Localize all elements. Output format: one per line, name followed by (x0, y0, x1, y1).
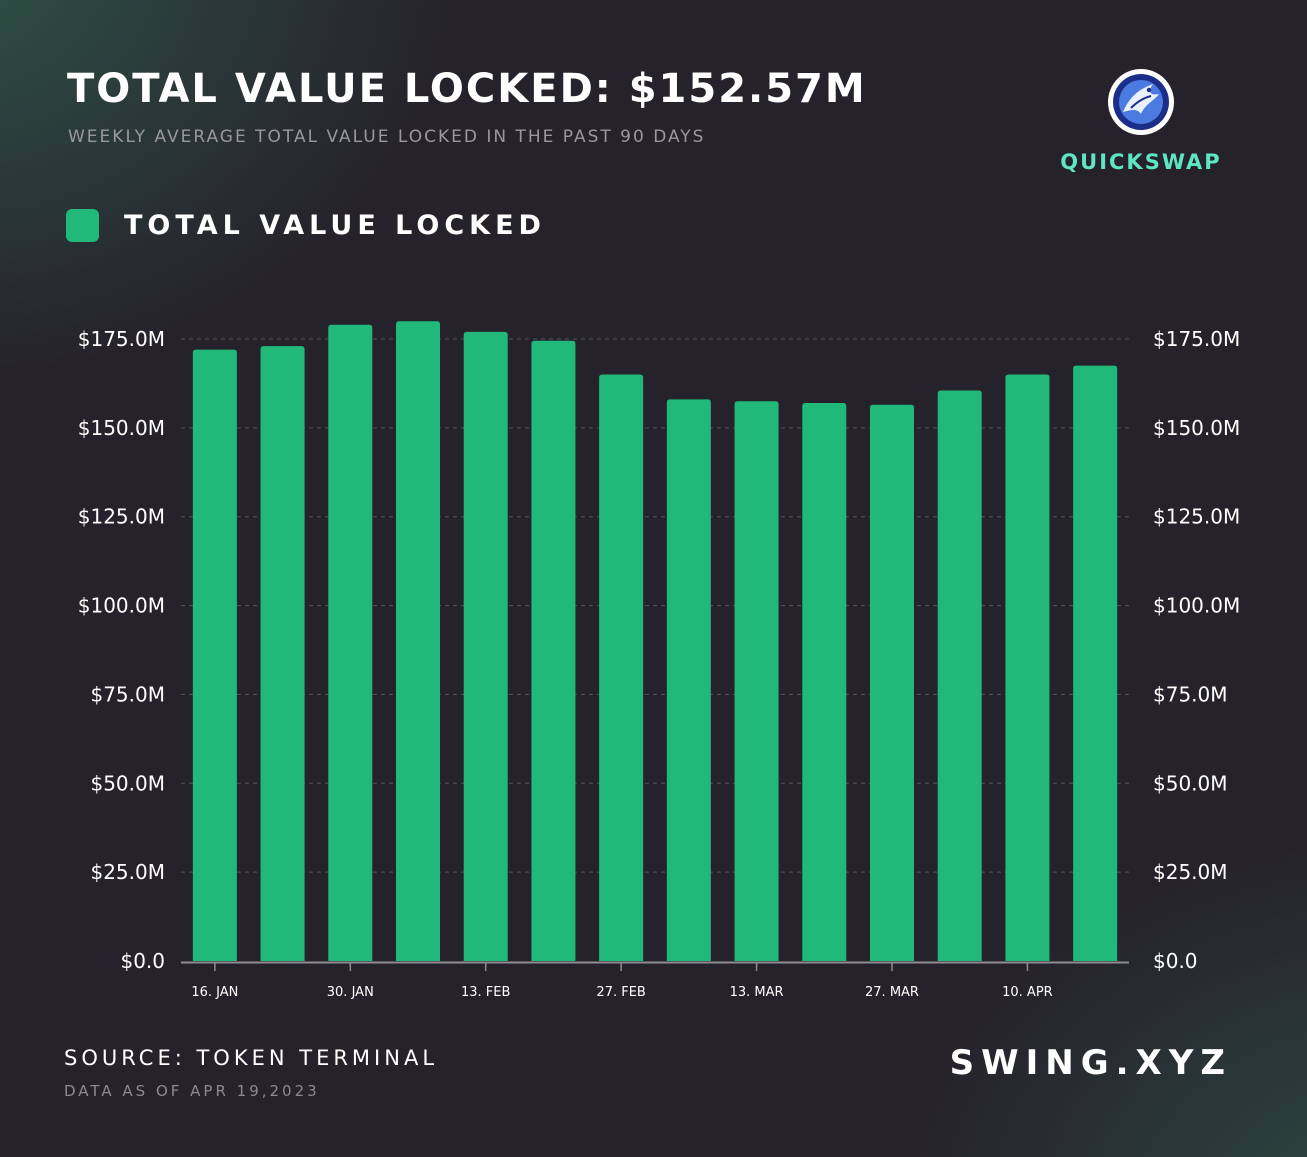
y-tick-label-left: $125.0M (78, 505, 165, 529)
y-tick-label-left: $75.0M (90, 682, 165, 706)
bar (192, 349, 237, 962)
bar (870, 404, 914, 961)
x-tick-label: 30. JAN (327, 985, 374, 1000)
x-tick-label: 16. JAN (191, 985, 238, 1000)
x-tick-label: 13. MAR (730, 985, 784, 1000)
bar (396, 321, 440, 961)
bar (802, 402, 847, 961)
chart-subtitle: WEEKLY AVERAGE TOTAL VALUE LOCKED IN THE… (68, 127, 706, 147)
y-tick-label-left: $50.0M (90, 771, 165, 795)
legend-swatch (66, 209, 99, 242)
y-tick-label-left: $25.0M (90, 860, 165, 884)
bar (666, 399, 711, 961)
bar (328, 324, 373, 962)
source-label: SOURCE: TOKEN TERMINAL (64, 1046, 439, 1070)
y-tick-label-right: $25.0M (1153, 860, 1228, 884)
chart-title: TOTAL VALUE LOCKED: $152.57M (67, 66, 867, 112)
x-tick-label: 27. FEB (596, 985, 645, 1000)
legend-label: TOTAL VALUE LOCKED (124, 210, 546, 241)
site-watermark: SWING.XYZ (949, 1043, 1232, 1083)
y-tick-label-left: $150.0M (78, 416, 165, 440)
bar (937, 390, 982, 962)
y-tick-label-right: $100.0M (1153, 594, 1240, 618)
bar (1073, 365, 1118, 962)
y-tick-label-right: $75.0M (1153, 682, 1228, 706)
y-tick-label-left: $0.0 (120, 949, 165, 973)
chart-legend: TOTAL VALUE LOCKED (66, 209, 546, 242)
data-as-of-label: DATA AS OF APR 19,2023 (64, 1082, 320, 1100)
y-tick-label-right: $175.0M (1153, 327, 1240, 351)
y-tick-label-right: $125.0M (1153, 505, 1240, 529)
x-tick-label: 13. FEB (461, 985, 510, 1000)
brand: QUICKSWAP (1060, 68, 1222, 174)
x-tick-label: 27. MAR (865, 985, 919, 1000)
y-tick-label-left: $175.0M (78, 327, 165, 351)
y-tick-label-left: $100.0M (78, 594, 165, 618)
bar (734, 401, 779, 961)
bar (599, 374, 644, 961)
y-tick-label-right: $50.0M (1153, 771, 1228, 795)
bar (1005, 374, 1050, 961)
y-tick-label-right: $0.0 (1153, 949, 1198, 973)
x-tick-label: 10. APR (1002, 985, 1053, 1000)
bar (463, 331, 508, 961)
y-tick-label-right: $150.0M (1153, 416, 1240, 440)
quickswap-dragon-logo-icon (1108, 69, 1174, 135)
brand-name: QUICKSWAP (1060, 150, 1222, 174)
bar (531, 340, 576, 962)
bar (260, 346, 305, 961)
